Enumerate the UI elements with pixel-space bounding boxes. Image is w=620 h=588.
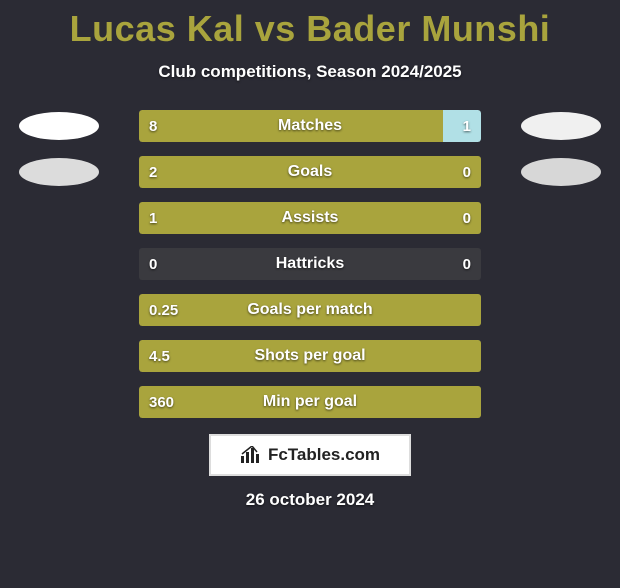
stat-bar: 0.25Goals per match — [139, 294, 481, 326]
stat-row: 10Assists — [0, 202, 620, 234]
stat-row: 4.5Shots per goal — [0, 340, 620, 372]
stat-bar: 0 0Hattricks — [139, 248, 481, 280]
stat-row: 360Min per goal — [0, 386, 620, 418]
page-subtitle: Club competitions, Season 2024/2025 — [0, 62, 620, 82]
footer-logo-text: FcTables.com — [268, 445, 380, 465]
stat-bar-left — [139, 386, 481, 418]
stat-label: Hattricks — [139, 248, 481, 280]
team-badge-left — [19, 158, 99, 186]
stat-value-right: 0 — [463, 248, 471, 280]
team-badge-left — [19, 112, 99, 140]
stat-bar: 20Goals — [139, 156, 481, 188]
stats-chart: 81Matches 20Goals 10Assists 0 0Hattricks 0.25… — [0, 110, 620, 418]
stat-bar: 360Min per goal — [139, 386, 481, 418]
stat-bar-left — [139, 340, 481, 372]
stat-bar-right — [443, 110, 481, 142]
stat-row: 81Matches — [0, 110, 620, 142]
stat-bar-left — [139, 156, 481, 188]
stat-bar-left — [139, 294, 481, 326]
stat-bar: 10Assists — [139, 202, 481, 234]
stat-bar-left — [139, 202, 481, 234]
footer-logo[interactable]: FcTables.com — [209, 434, 411, 476]
team-badge-right — [521, 158, 601, 186]
stat-value-left: 0 — [149, 248, 157, 280]
footer-date: 26 october 2024 — [0, 490, 620, 510]
chart-icon — [240, 446, 262, 464]
stat-row: 0 0Hattricks — [0, 248, 620, 280]
stat-bar: 81Matches — [139, 110, 481, 142]
stat-bar: 4.5Shots per goal — [139, 340, 481, 372]
stat-row: 0.25Goals per match — [0, 294, 620, 326]
stat-row: 20Goals — [0, 156, 620, 188]
stat-bar-left — [139, 110, 443, 142]
team-badge-right — [521, 112, 601, 140]
page-title: Lucas Kal vs Bader Munshi — [0, 8, 620, 50]
